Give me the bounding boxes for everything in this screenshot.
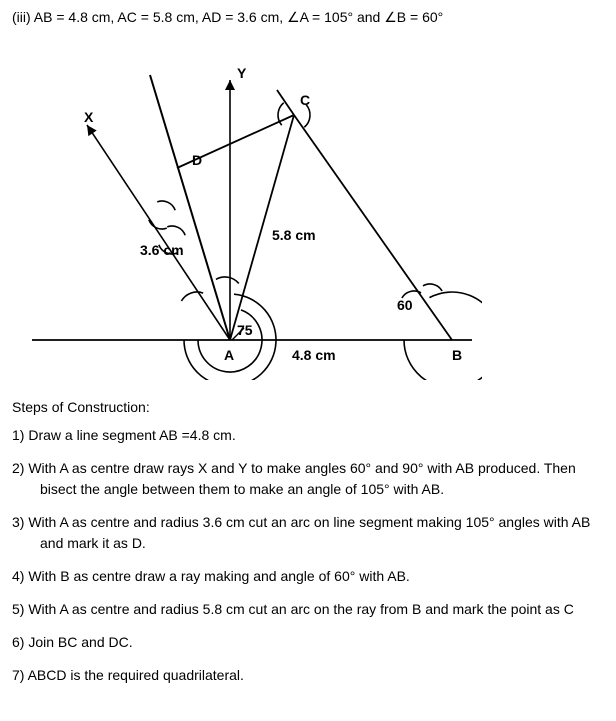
steps-list: 1) Draw a line segment AB =4.8 cm. 2) Wit… xyxy=(12,425,604,686)
construction-step: 6) Join BC and DC. xyxy=(12,632,604,653)
svg-text:X: X xyxy=(84,109,94,125)
svg-text:D: D xyxy=(192,152,202,168)
construction-step: 7) ABCD is the required quadrilateral. xyxy=(12,665,604,686)
svg-text:60: 60 xyxy=(397,297,413,313)
svg-text:5.8 cm: 5.8 cm xyxy=(272,227,316,243)
given-text: AB = 4.8 cm, AC = 5.8 cm, AD = 3.6 cm, ∠… xyxy=(34,9,443,25)
construction-diagram: X Y A B C D 4.8 cm 5.8 cm 3.6 cm 75 60 xyxy=(12,40,604,383)
steps-heading: Steps of Construction: xyxy=(12,399,604,415)
svg-text:A: A xyxy=(224,347,234,363)
svg-text:75: 75 xyxy=(237,322,253,338)
construction-step: 3) With A as centre and radius 3.6 cm cu… xyxy=(12,512,604,554)
construction-step: 2) With A as centre draw rays X and Y to… xyxy=(12,458,604,500)
svg-text:4.8 cm: 4.8 cm xyxy=(292,347,336,363)
construction-step: 4) With B as centre draw a ray making an… xyxy=(12,566,604,587)
diagram-svg: X Y A B C D 4.8 cm 5.8 cm 3.6 cm 75 60 xyxy=(12,40,482,380)
given-statement: (iii) AB = 4.8 cm, AC = 5.8 cm, AD = 3.6… xyxy=(12,8,604,28)
svg-text:Y: Y xyxy=(237,65,247,81)
given-prefix: (iii) xyxy=(12,9,34,25)
construction-step: 1) Draw a line segment AB =4.8 cm. xyxy=(12,425,604,446)
construction-step: 5) With A as centre and radius 5.8 cm cu… xyxy=(12,599,604,620)
svg-text:3.6 cm: 3.6 cm xyxy=(140,242,184,258)
svg-text:C: C xyxy=(300,92,310,108)
svg-text:B: B xyxy=(452,347,462,363)
